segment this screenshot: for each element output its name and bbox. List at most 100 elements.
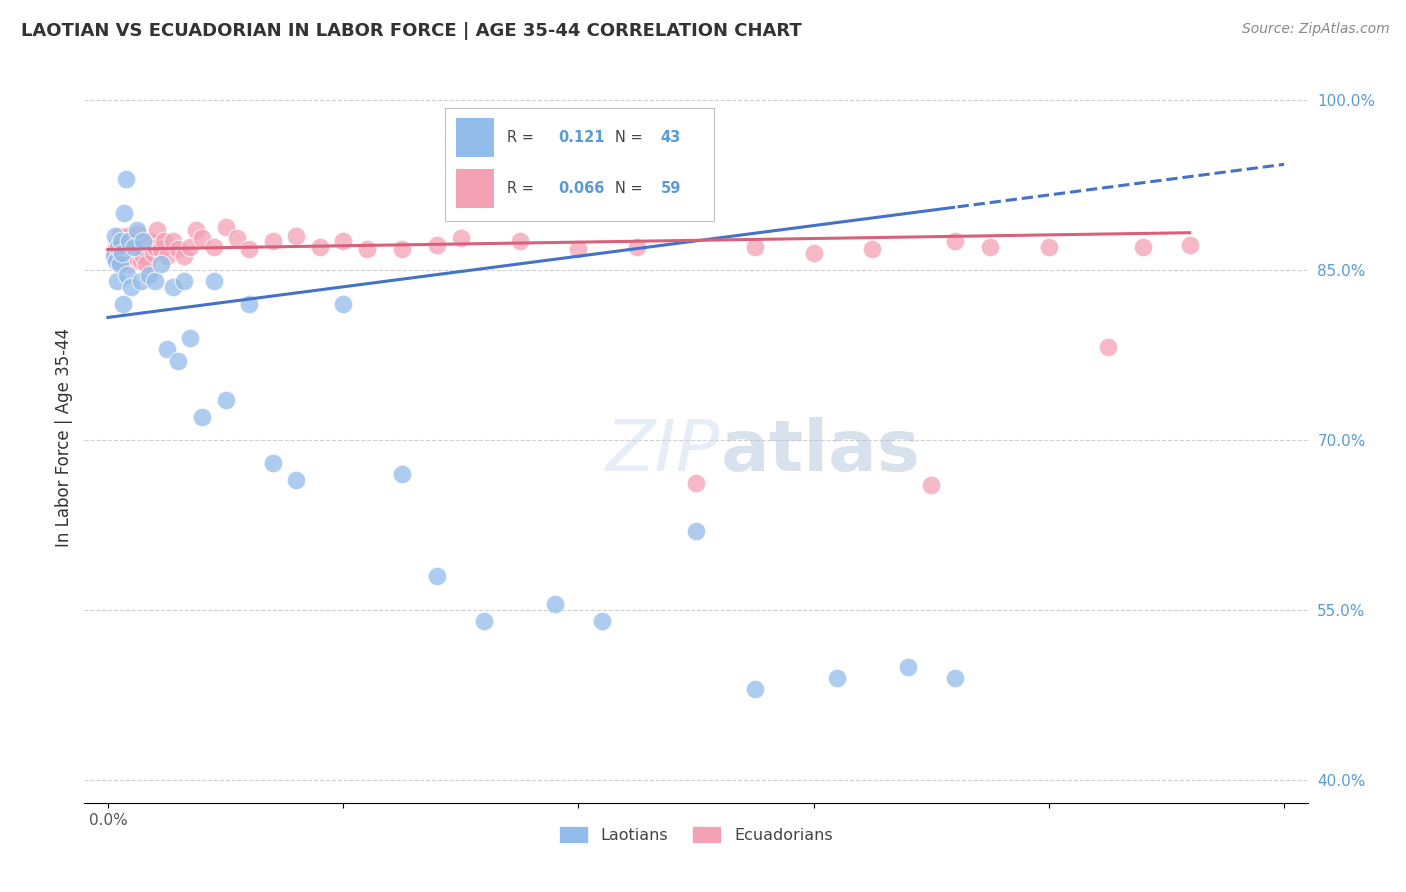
Point	[685, 524, 707, 538]
Point	[897, 659, 920, 673]
Point	[167, 243, 190, 257]
Point	[122, 240, 145, 254]
Point	[103, 249, 125, 263]
Point	[108, 257, 131, 271]
Point	[979, 240, 1001, 254]
Point	[115, 228, 138, 243]
Point	[544, 598, 567, 612]
Point	[129, 274, 152, 288]
Point	[626, 240, 648, 254]
Text: atlas: atlas	[720, 417, 921, 486]
Point	[112, 253, 135, 268]
Point	[118, 257, 141, 271]
Point	[110, 235, 132, 249]
Point	[685, 475, 707, 490]
Point	[391, 243, 413, 257]
Point	[173, 249, 195, 263]
Point	[567, 243, 589, 257]
Point	[202, 274, 225, 288]
Point	[262, 235, 284, 249]
Point	[153, 235, 176, 249]
Point	[122, 249, 145, 263]
Point	[143, 240, 166, 254]
Legend: Laotians, Ecuadorians: Laotians, Ecuadorians	[553, 820, 839, 850]
Point	[179, 240, 201, 254]
Point	[744, 240, 766, 254]
Point	[509, 235, 531, 249]
Point	[138, 235, 160, 249]
Point	[115, 268, 138, 283]
Point	[426, 238, 449, 252]
Point	[135, 257, 157, 271]
Point	[173, 274, 195, 288]
Point	[108, 228, 131, 243]
Point	[920, 478, 942, 492]
Point	[103, 245, 125, 260]
Point	[214, 393, 236, 408]
Point	[105, 253, 128, 268]
Point	[860, 243, 883, 257]
Point	[226, 231, 249, 245]
Point	[332, 297, 354, 311]
Point	[138, 268, 160, 283]
Point	[426, 569, 449, 583]
Point	[238, 243, 260, 257]
Point	[114, 243, 136, 257]
Point	[943, 671, 966, 685]
Point	[120, 235, 142, 249]
Point	[262, 456, 284, 470]
Point	[214, 219, 236, 234]
Point	[285, 473, 308, 487]
Point	[591, 615, 613, 629]
Point	[1097, 340, 1119, 354]
Point	[391, 467, 413, 481]
Point	[156, 342, 179, 356]
Point	[308, 240, 330, 254]
Point	[162, 280, 184, 294]
Point	[1178, 238, 1201, 252]
Point	[179, 331, 201, 345]
Point	[146, 223, 169, 237]
Point	[112, 206, 135, 220]
Point	[803, 245, 825, 260]
Point	[118, 235, 141, 249]
Text: ZIP: ZIP	[606, 417, 720, 486]
Y-axis label: In Labor Force | Age 35-44: In Labor Force | Age 35-44	[55, 327, 73, 547]
Point	[156, 249, 179, 263]
Point	[149, 257, 172, 271]
Point	[332, 235, 354, 249]
Text: Source: ZipAtlas.com: Source: ZipAtlas.com	[1241, 22, 1389, 37]
Point	[127, 223, 149, 237]
Point	[105, 249, 128, 263]
Point	[114, 172, 136, 186]
Point	[1038, 240, 1060, 254]
Point	[107, 240, 129, 254]
Point	[450, 231, 472, 245]
Point	[238, 297, 260, 311]
Point	[825, 671, 848, 685]
Point	[167, 353, 190, 368]
Point	[104, 228, 127, 243]
Point	[110, 235, 132, 249]
Point	[111, 245, 134, 260]
Point	[191, 410, 214, 425]
Point	[356, 243, 378, 257]
Point	[120, 280, 142, 294]
Point	[472, 615, 495, 629]
Point	[744, 682, 766, 697]
Point	[112, 297, 135, 311]
Point	[125, 240, 148, 254]
Point	[142, 245, 165, 260]
Point	[129, 253, 152, 268]
Point	[1132, 240, 1154, 254]
Point	[127, 227, 149, 241]
Point	[202, 240, 225, 254]
Point	[285, 228, 308, 243]
Point	[132, 235, 155, 249]
Point	[162, 235, 184, 249]
Point	[117, 249, 139, 263]
Point	[184, 223, 207, 237]
Point	[143, 274, 166, 288]
Point	[149, 243, 172, 257]
Point	[191, 231, 214, 245]
